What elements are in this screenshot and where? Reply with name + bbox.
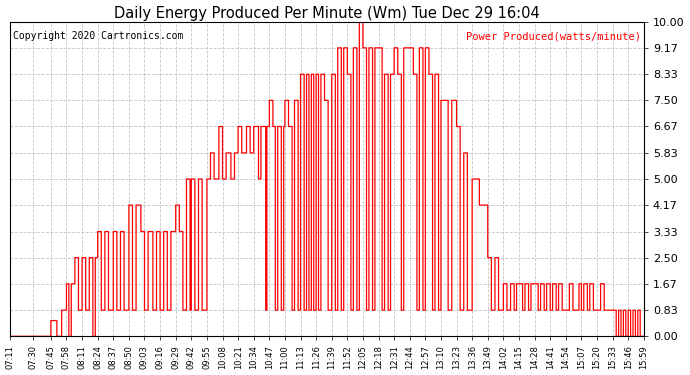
Text: Copyright 2020 Cartronics.com: Copyright 2020 Cartronics.com xyxy=(13,31,184,41)
Title: Daily Energy Produced Per Minute (Wm) Tue Dec 29 16:04: Daily Energy Produced Per Minute (Wm) Tu… xyxy=(114,6,540,21)
Text: Power Produced(watts/minute): Power Produced(watts/minute) xyxy=(466,31,640,41)
